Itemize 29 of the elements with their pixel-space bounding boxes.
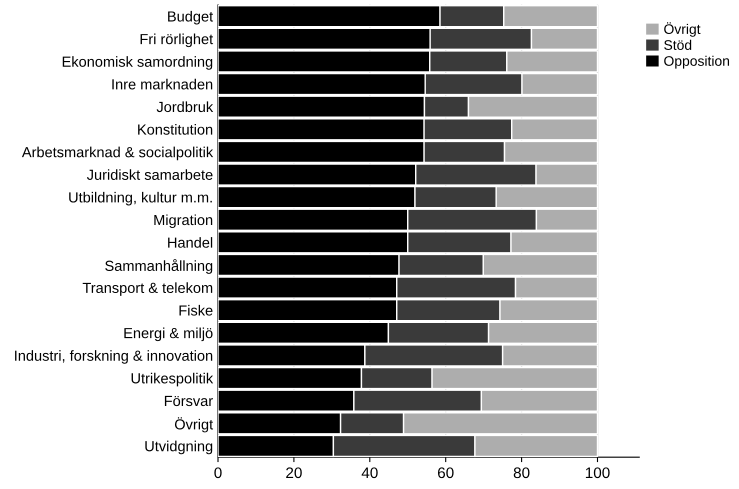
y-tick-label: Industri, forskning & innovation (15, 350, 212, 364)
y-tick-label: Jordbruk (156, 101, 214, 112)
y-tick-label: Fri rörlighet (140, 34, 214, 48)
x-tick-label: 20 (286, 467, 302, 478)
x-tick-label: 0 (214, 467, 222, 478)
y-tick-label: Migration (154, 214, 212, 228)
legend-label: Opposition (664, 56, 730, 69)
y-tick-label: Sammanhållning (105, 259, 212, 274)
x-tick-label: 60 (438, 467, 454, 478)
y-tick-label: Juridiskt samarbete (86, 169, 213, 180)
legend-label: Övrigt (664, 22, 700, 37)
y-tick-label: Utvidgning (145, 440, 212, 454)
y-tick-label: Energi & miljö (124, 328, 213, 342)
x-tick-label: 80 (514, 467, 530, 478)
y-tick-label: Budget (168, 10, 214, 25)
y-tick-label: Fiske (180, 304, 212, 316)
y-tick-label: Konstitution (138, 124, 212, 135)
y-tick-label: Inre marknaden (112, 78, 212, 90)
x-tick-label: 100 (586, 467, 610, 478)
y-tick-label: Utrikespolitik (132, 372, 214, 386)
y-tick-label: Utbildning, kultur m.m. (69, 192, 212, 206)
y-tick-label: Övrigt (174, 417, 214, 432)
legend-label: Stöd (664, 40, 692, 50)
y-tick-label: Försvar (164, 396, 213, 406)
y-tick-label: Handel (168, 237, 212, 248)
y-tick-label: Arbetsmarknad & socialpolitik (22, 146, 214, 160)
x-tick-label: 40 (362, 467, 378, 478)
y-tick-label: Ekonomisk samordning (62, 56, 212, 70)
y-tick-label: Transport & telekom (82, 282, 212, 296)
